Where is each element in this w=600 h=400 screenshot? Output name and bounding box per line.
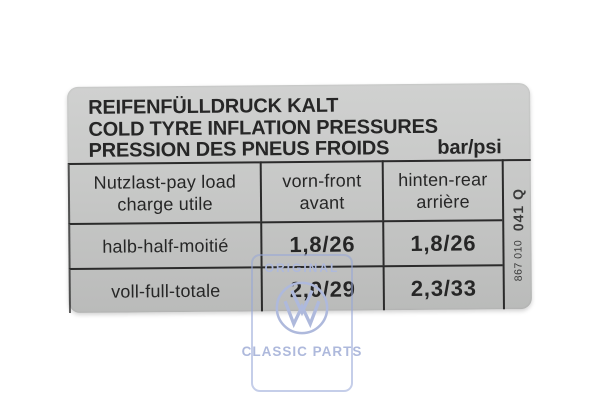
part-number-prefix: 867 010 [511,240,525,282]
watermark-classic-parts-text: CLASSIC PARTS [241,344,363,359]
row-half-front-value: 1,8/26 [260,220,383,267]
sticker-header: REIFENFÜLLDRUCK KALT COLD TYRE INFLATION… [67,83,531,163]
tire-pressure-sticker: REIFENFÜLLDRUCK KALT COLD TYRE INFLATION… [67,82,532,314]
col-header-rear: hinten-rear arrière [381,159,503,221]
row-full-label: voll-full-totale [68,266,261,314]
row-full-rear-value: 2,3/33 [382,264,503,311]
col-header-payload: Nutzlast-pay load charge utile [67,161,261,224]
row-half-label: halb-half-moitié [68,221,261,269]
part-number: 867 010 041 Q [506,188,529,281]
row-half-rear-value: 1,8/26 [382,219,503,266]
title-french: PRESSION DES PNEUS FROIDS [88,137,390,162]
part-number-strip: 867 010 041 Q [501,158,532,310]
unit-label: bar/psi [437,136,502,159]
col-header-front: vorn-front avant [259,160,383,222]
pressure-table: Nutzlast-pay load charge utile vorn-fron… [67,158,532,314]
part-number-suffix: 041 Q [509,188,526,232]
row-full-front-value: 2,0/29 [260,265,383,312]
